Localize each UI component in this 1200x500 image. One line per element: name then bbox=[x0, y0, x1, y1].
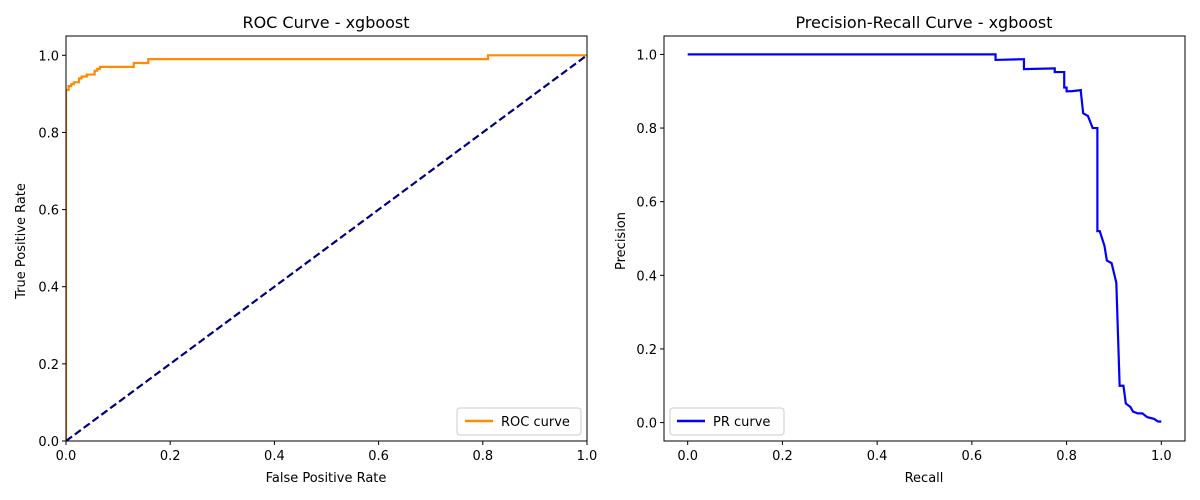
roc-xtick-label: 1.0 bbox=[577, 449, 598, 464]
pr-title: Precision-Recall Curve - xgboost bbox=[795, 13, 1052, 32]
roc-xtick-label: 0.8 bbox=[472, 449, 493, 464]
pr-legend: PR curve bbox=[669, 407, 785, 436]
pr-ytick-label: 0.8 bbox=[636, 122, 657, 137]
pr-xtick-label: 1.0 bbox=[1151, 449, 1172, 464]
pr-curve-line bbox=[687, 53, 1162, 423]
roc-xlabel: False Positive Rate bbox=[266, 471, 387, 486]
roc-ytick-label: 0.0 bbox=[38, 435, 59, 450]
pr-ytick-label: 1.0 bbox=[636, 48, 657, 63]
roc-baseline-line bbox=[66, 54, 587, 441]
pr-ticks: 0.0 0.2 0.4 0.6 0.8 1.0 0.0 0.2 0.4 0.6 0.8 1.0 bbox=[636, 48, 1171, 464]
roc-ylabel: True Positive Rate bbox=[14, 183, 29, 300]
roc-ytick-label: 1.0 bbox=[38, 49, 59, 64]
roc-ytick-label: 0.2 bbox=[38, 358, 59, 373]
pr-xtick-label: 0.4 bbox=[867, 449, 888, 464]
roc-legend: ROC curve bbox=[456, 407, 582, 436]
roc-curve-line bbox=[66, 54, 587, 441]
roc-plot-area bbox=[66, 54, 587, 441]
pr-ytick-label: 0.2 bbox=[636, 343, 657, 358]
pr-xtick-label: 0.6 bbox=[962, 449, 983, 464]
roc-axes-frame bbox=[65, 35, 588, 442]
roc-title: ROC Curve - xgboost bbox=[242, 13, 409, 32]
pr-plot-area bbox=[687, 53, 1162, 423]
pr-xtick-label: 0.2 bbox=[772, 449, 793, 464]
pr-axes-frame bbox=[663, 35, 1186, 442]
roc-xtick-label: 0.6 bbox=[368, 449, 389, 464]
pr-ytick-label: 0.6 bbox=[636, 196, 657, 211]
roc-legend-box bbox=[456, 407, 582, 436]
roc-xtick-label: 0.4 bbox=[264, 449, 285, 464]
roc-panel: ROC Curve - xgboost False Positive Rate … bbox=[14, 13, 597, 486]
pr-ytick-label: 0.4 bbox=[636, 269, 657, 284]
roc-legend-label: ROC curve bbox=[501, 415, 570, 430]
roc-xtick-label: 0.2 bbox=[160, 449, 181, 464]
roc-ticks: 0.0 0.2 0.4 0.6 0.8 1.0 0.0 0.2 0.4 0.6 0.8 1.0 bbox=[38, 49, 597, 464]
pr-legend-box bbox=[669, 407, 785, 436]
roc-ytick-label: 0.6 bbox=[38, 204, 59, 219]
roc-ytick-label: 0.4 bbox=[38, 281, 59, 296]
pr-panel: Precision-Recall Curve - xgboost Recall … bbox=[614, 13, 1186, 486]
roc-ytick-label: 0.8 bbox=[38, 126, 59, 141]
pr-ylabel: Precision bbox=[614, 212, 629, 270]
pr-legend-label: PR curve bbox=[713, 415, 770, 430]
pr-xtick-label: 0.0 bbox=[677, 449, 698, 464]
pr-ytick-label: 0.0 bbox=[636, 417, 657, 432]
roc-xtick-label: 0.0 bbox=[56, 449, 77, 464]
pr-xtick-label: 0.8 bbox=[1056, 449, 1077, 464]
pr-xlabel: Recall bbox=[905, 471, 944, 486]
